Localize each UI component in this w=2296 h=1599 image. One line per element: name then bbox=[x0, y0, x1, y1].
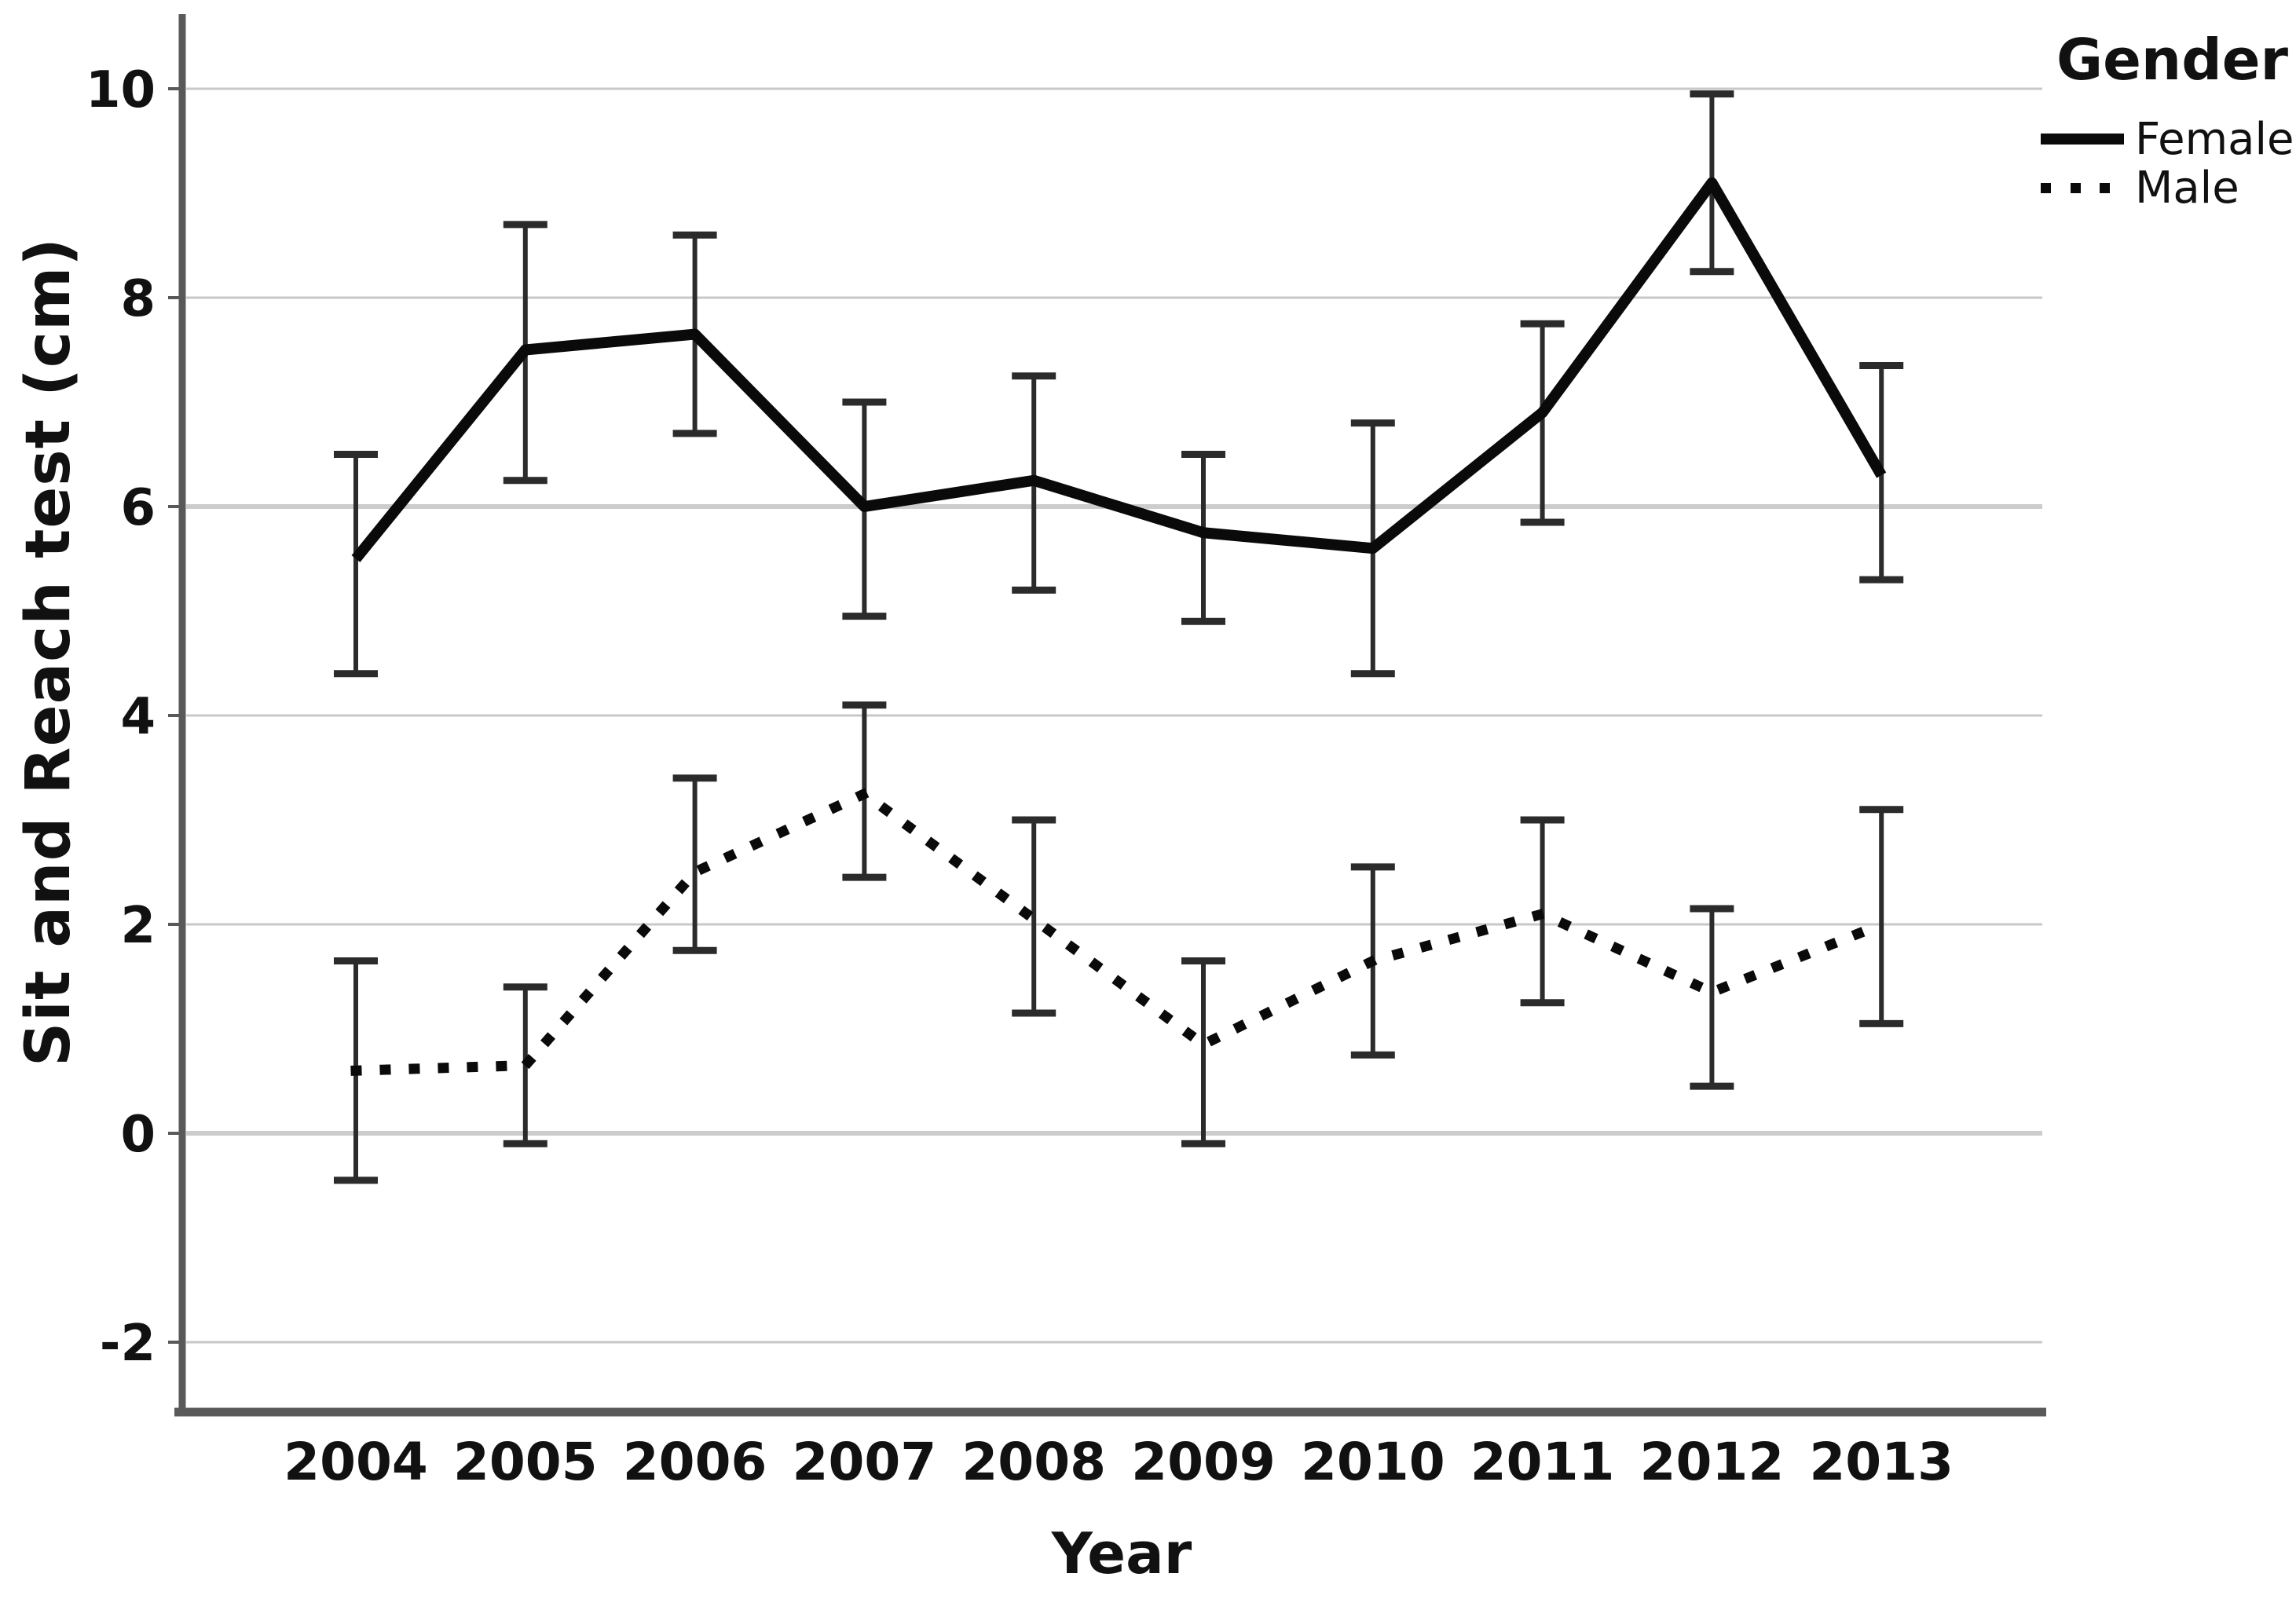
y-tick-label: -2 bbox=[100, 1315, 156, 1373]
y-tick-label: 8 bbox=[120, 270, 156, 328]
x-tick-label: 2013 bbox=[1809, 1432, 1954, 1492]
dotted-line-icon bbox=[2041, 182, 2110, 193]
legend-entry-female: Female bbox=[2041, 113, 2294, 165]
y-tick-label: 4 bbox=[120, 688, 156, 746]
x-tick-label: 2004 bbox=[284, 1432, 428, 1492]
y-axis-title: Sit and Reach test (cm) bbox=[13, 237, 84, 1067]
legend-label-male: Male bbox=[2135, 162, 2239, 214]
y-tick-label: 0 bbox=[120, 1106, 156, 1164]
solid-line-icon bbox=[2041, 134, 2124, 145]
x-tick-label: 2008 bbox=[961, 1432, 1106, 1492]
female-solid-line-swatch bbox=[2041, 134, 2124, 145]
legend-entry-male: Male bbox=[2041, 162, 2294, 214]
male-dotted-line-swatch bbox=[2041, 182, 2124, 193]
legend: Gender Female Male bbox=[2041, 27, 2294, 214]
x-tick-label: 2006 bbox=[623, 1432, 767, 1492]
x-tick-label: 2005 bbox=[453, 1432, 598, 1492]
legend-label-female: Female bbox=[2135, 113, 2294, 165]
y-tick-label: 10 bbox=[86, 61, 156, 119]
y-tick-label: 6 bbox=[120, 479, 156, 537]
x-tick-label: 2011 bbox=[1470, 1432, 1615, 1492]
x-axis-title: Year bbox=[1051, 1520, 1192, 1586]
female-series-line bbox=[351, 177, 1887, 562]
x-tick-label: 2010 bbox=[1301, 1432, 1445, 1492]
x-tick-label: 2009 bbox=[1131, 1432, 1276, 1492]
legend-title: Gender bbox=[2056, 27, 2289, 93]
x-tick-label: 2007 bbox=[793, 1432, 937, 1492]
male-series-line bbox=[350, 789, 1888, 1076]
x-tick-label: 2012 bbox=[1640, 1432, 1785, 1492]
y-tick-label: 2 bbox=[120, 897, 156, 955]
